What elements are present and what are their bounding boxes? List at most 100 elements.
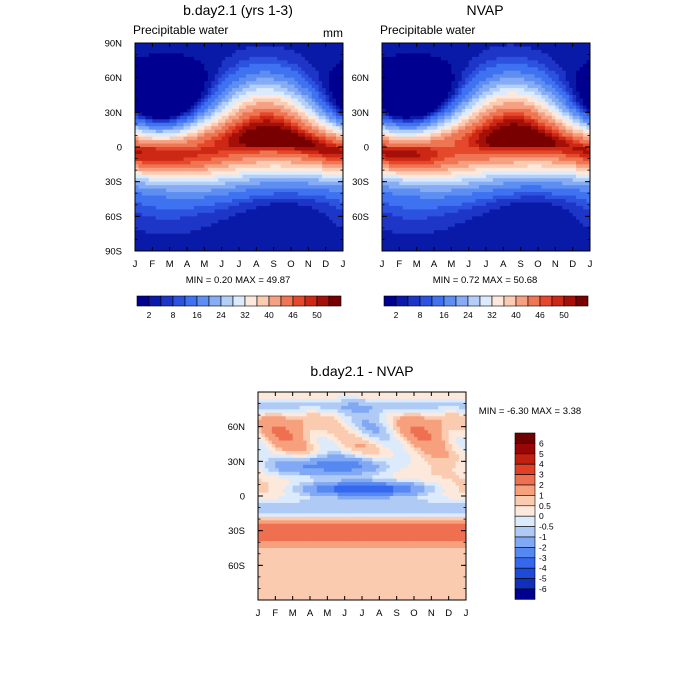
field-cell xyxy=(339,164,343,169)
colorbar-box xyxy=(196,295,210,307)
field-cell xyxy=(430,46,435,51)
field-cell xyxy=(204,95,209,100)
field-cell xyxy=(388,195,393,200)
field-cell xyxy=(228,157,233,162)
field-cell xyxy=(235,240,240,245)
field-cell xyxy=(447,129,452,134)
field-cell xyxy=(287,188,292,193)
field-cell xyxy=(447,164,452,169)
field-cell xyxy=(427,230,432,235)
field-cell xyxy=(242,171,247,176)
field-cell xyxy=(332,143,337,148)
field-cell xyxy=(388,53,393,58)
field-cell xyxy=(249,233,254,238)
field-cell xyxy=(270,70,275,75)
field-cell xyxy=(256,216,261,221)
field-cell xyxy=(200,202,205,207)
field-cell xyxy=(284,188,289,193)
field-cell xyxy=(197,43,202,48)
field-cell xyxy=(273,216,278,221)
field-cell xyxy=(308,108,313,113)
field-cell xyxy=(325,223,330,228)
field-cell xyxy=(135,119,140,124)
field-cell xyxy=(315,119,320,124)
field-cell xyxy=(277,153,282,158)
field-cell xyxy=(311,84,316,89)
field-cell xyxy=(430,244,435,249)
field-cell xyxy=(197,153,202,158)
field-cell xyxy=(197,129,202,134)
field-cell xyxy=(434,95,439,100)
field-cell xyxy=(162,98,167,103)
field-cell xyxy=(409,67,414,72)
field-cell xyxy=(207,171,212,176)
field-cell xyxy=(382,74,387,79)
field-cell xyxy=(187,53,192,58)
field-cell xyxy=(141,212,146,217)
field-cell xyxy=(322,53,327,58)
field-cell xyxy=(332,43,337,48)
field-cell xyxy=(249,119,254,124)
field-cell xyxy=(235,226,240,231)
field-cell xyxy=(180,49,185,54)
field-cell xyxy=(162,199,167,204)
field-cell xyxy=(249,95,254,100)
field-cell xyxy=(270,147,275,152)
field-cell xyxy=(416,112,421,117)
field-cell xyxy=(200,112,205,117)
field-cell xyxy=(249,129,254,134)
field-cell xyxy=(332,153,337,158)
field-cell xyxy=(430,178,435,183)
field-cell xyxy=(304,240,309,245)
field-cell xyxy=(297,112,302,117)
field-cell xyxy=(266,105,271,110)
field-cell xyxy=(280,150,285,155)
field-cell xyxy=(256,126,261,131)
field-cell xyxy=(451,160,456,165)
field-cell xyxy=(311,98,316,103)
field-cell xyxy=(211,230,216,235)
field-cell xyxy=(197,171,202,176)
colorbar-label: 32 xyxy=(240,310,250,320)
field-cell xyxy=(245,91,250,96)
field-cell xyxy=(200,188,205,193)
field-cell xyxy=(287,46,292,51)
field-cell xyxy=(385,136,390,141)
field-cell xyxy=(287,122,292,127)
field-cell xyxy=(325,84,330,89)
field-cell xyxy=(416,53,421,58)
field-cell xyxy=(256,49,261,54)
field-cell xyxy=(315,157,320,162)
field-cell xyxy=(135,188,140,193)
field-cell xyxy=(214,150,219,155)
field-cell xyxy=(315,153,320,158)
field-cell xyxy=(141,147,146,152)
field-cell xyxy=(141,122,146,127)
field-cell xyxy=(287,60,292,65)
field-cell xyxy=(259,84,264,89)
field-cell xyxy=(148,160,153,165)
field-cell xyxy=(434,88,439,93)
field-cell xyxy=(232,230,237,235)
field-cell xyxy=(399,105,404,110)
field-cell xyxy=(263,153,268,158)
field-cell xyxy=(159,153,164,158)
field-cell xyxy=(399,219,404,224)
field-cell xyxy=(430,88,435,93)
field-cell xyxy=(232,153,237,158)
field-cell xyxy=(211,219,216,224)
field-cell xyxy=(138,84,143,89)
field-cell xyxy=(214,63,219,68)
field-cell xyxy=(207,230,212,235)
field-cell xyxy=(325,230,330,235)
field-cell xyxy=(159,240,164,245)
field-cell xyxy=(444,230,449,235)
field-cell xyxy=(176,133,181,138)
field-cell xyxy=(145,157,150,162)
field-cell xyxy=(249,140,254,145)
field-cell xyxy=(301,240,306,245)
field-cell xyxy=(297,74,302,79)
field-cell xyxy=(152,60,157,65)
field-cell xyxy=(277,230,282,235)
field-cell xyxy=(190,230,195,235)
